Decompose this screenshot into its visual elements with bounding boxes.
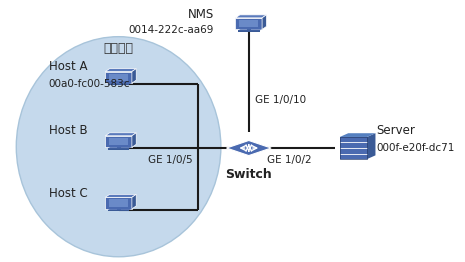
Text: Server: Server	[377, 124, 416, 138]
Text: Switch: Switch	[226, 168, 272, 181]
Text: Host C: Host C	[49, 187, 87, 200]
Polygon shape	[262, 15, 266, 29]
Bar	[105, 136, 132, 147]
Bar	[247, 29, 251, 31]
Text: GE 1/0/10: GE 1/0/10	[255, 95, 306, 105]
Bar	[340, 137, 367, 159]
Polygon shape	[132, 69, 136, 83]
Polygon shape	[367, 133, 375, 159]
Bar	[239, 20, 259, 27]
Bar	[117, 147, 120, 149]
Text: Host A: Host A	[49, 60, 87, 73]
Bar	[117, 83, 120, 85]
Bar	[108, 210, 129, 211]
Polygon shape	[238, 29, 262, 30]
Polygon shape	[226, 140, 271, 156]
Bar	[109, 199, 128, 207]
Bar	[238, 30, 259, 32]
Bar	[117, 209, 120, 210]
Ellipse shape	[16, 37, 221, 257]
Bar	[235, 18, 262, 29]
Polygon shape	[340, 133, 375, 137]
Bar	[109, 74, 128, 81]
Polygon shape	[108, 209, 132, 210]
Text: 0014-222c-aa69: 0014-222c-aa69	[128, 25, 214, 35]
Polygon shape	[105, 69, 136, 72]
Polygon shape	[105, 194, 136, 197]
Polygon shape	[105, 133, 136, 136]
Polygon shape	[132, 194, 136, 209]
Text: GE 1/0/5: GE 1/0/5	[148, 155, 193, 165]
Bar	[105, 72, 132, 83]
Text: 用户网络: 用户网络	[104, 42, 133, 55]
Polygon shape	[108, 83, 132, 84]
Bar	[340, 137, 367, 159]
Polygon shape	[235, 15, 266, 18]
Bar	[109, 138, 128, 145]
Text: NMS: NMS	[188, 8, 214, 21]
Polygon shape	[132, 133, 136, 147]
Bar	[108, 84, 129, 85]
Bar	[108, 148, 129, 150]
Text: 00a0-fc00-583c: 00a0-fc00-583c	[49, 79, 130, 89]
Text: Host B: Host B	[49, 124, 87, 138]
Bar	[105, 197, 132, 209]
Text: GE 1/0/2: GE 1/0/2	[267, 155, 312, 165]
Text: 000f-e20f-dc71: 000f-e20f-dc71	[377, 143, 455, 153]
Polygon shape	[108, 147, 132, 148]
